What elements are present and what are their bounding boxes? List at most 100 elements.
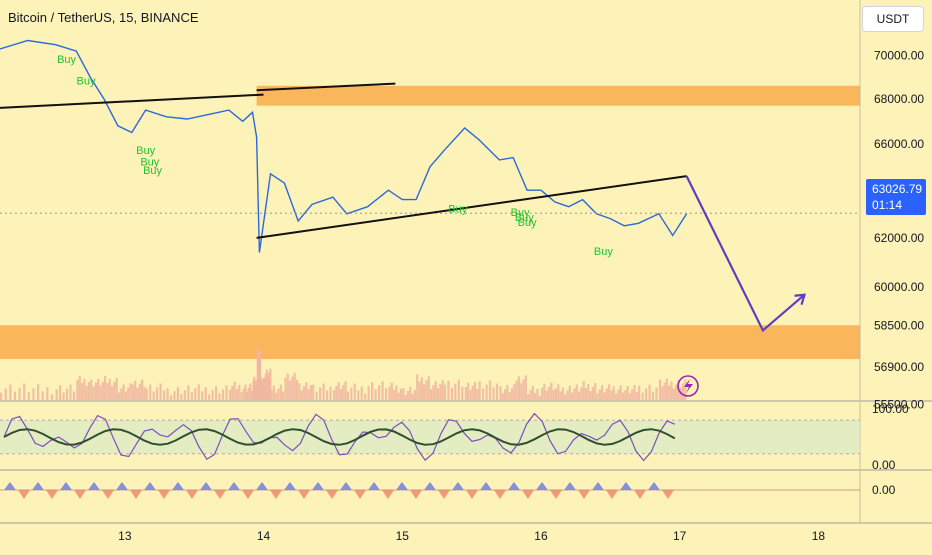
volume-bar [589, 391, 592, 400]
volume-bar [265, 369, 269, 400]
volume-bar [388, 386, 391, 400]
volume-bar [263, 377, 266, 400]
volume-bar [374, 389, 377, 400]
stoch-band [0, 420, 860, 454]
volume-bar [288, 380, 292, 400]
volume-bar [211, 390, 214, 400]
volume-bar [447, 380, 450, 400]
volume-bar [325, 390, 329, 400]
osc-down-marker [46, 490, 58, 499]
osc-up-marker [424, 482, 436, 490]
volume-bar [94, 382, 97, 400]
osc-down-marker [466, 490, 478, 499]
volume-bar [143, 386, 146, 400]
volume-bar [267, 376, 270, 400]
volume-bar [577, 391, 581, 400]
volume-bar [124, 391, 128, 400]
volume-bar [536, 389, 539, 400]
stoch-k-line [3, 412, 676, 462]
osc-down-marker [354, 490, 366, 499]
osc-tick-label: 0.00 [872, 483, 896, 497]
volume-bar [416, 374, 419, 400]
volume-bar [76, 380, 79, 400]
volume-bar [302, 386, 306, 400]
volume-bar [538, 396, 541, 400]
volume-bar [413, 390, 417, 400]
volume-bar [384, 388, 388, 400]
currency-button[interactable]: USDT [862, 6, 924, 32]
volume-bar [395, 385, 398, 400]
volume-bar [399, 388, 403, 400]
volume-bar [307, 389, 310, 400]
osc-up-marker [116, 482, 128, 490]
volume-bar [249, 383, 252, 400]
osc-up-marker [144, 482, 156, 490]
volume-bar [250, 390, 254, 400]
volume-bar [295, 379, 299, 400]
volume-bar [466, 382, 470, 400]
volume-bar [605, 388, 608, 400]
volume-bar [329, 386, 332, 400]
volume-bar [367, 386, 370, 400]
volume-bar [23, 383, 26, 400]
projection-arrowhead [794, 293, 807, 306]
volume-bar [478, 381, 481, 400]
volume-bar [190, 392, 193, 400]
volume-bar [145, 388, 148, 400]
volume-bar [187, 385, 190, 400]
volume-bar [344, 381, 347, 400]
volume-bar [169, 395, 173, 400]
volume-bar [547, 386, 551, 400]
volume-bar [138, 383, 141, 400]
volume-bar [55, 389, 58, 400]
last-price-value: 63026.79 [872, 182, 923, 196]
resistance-zone [256, 85, 860, 106]
volume-bar [83, 379, 86, 400]
volume-bar [575, 384, 578, 400]
buy-signal-label: Buy [448, 204, 467, 216]
y-tick-label: 60000.00 [874, 280, 924, 294]
last-price-badge: 63026.79 01:14 [866, 179, 926, 215]
osc-up-marker [4, 482, 16, 490]
volume-bar [272, 385, 275, 400]
volume-bar [357, 390, 360, 400]
volume-bar [141, 379, 144, 400]
volume-bar [409, 387, 412, 400]
volume-bar [561, 387, 564, 400]
volume-bar [309, 385, 312, 400]
volume-bar [450, 387, 454, 400]
volume-bar [18, 387, 21, 400]
volume-bar [221, 389, 225, 400]
volume-bar [32, 388, 35, 400]
volume-bar [50, 394, 54, 400]
osc-down-marker [662, 490, 674, 499]
volume-bar [152, 391, 155, 400]
volume-bar [315, 391, 318, 400]
volume-bar [545, 390, 548, 400]
volume-bar [162, 390, 166, 400]
volume-bar [176, 387, 180, 400]
volume-bar [529, 390, 532, 400]
lightning-icon-bolt [684, 379, 693, 393]
osc-down-marker [326, 490, 338, 499]
osc-down-marker [158, 490, 170, 499]
volume-bar [503, 389, 507, 400]
symbol-title[interactable]: Bitcoin / TetherUS, 15, BINANCE [8, 10, 199, 25]
volume-bar [136, 387, 139, 400]
volume-bar [598, 389, 601, 400]
volume-bar [517, 376, 521, 400]
volume-bar [371, 382, 374, 400]
volume-bar [568, 385, 571, 400]
volume-bar [631, 389, 634, 400]
volume-bar [218, 393, 221, 400]
osc-down-marker [102, 490, 114, 499]
volume-bar [591, 387, 595, 400]
x-tick-label: 18 [812, 529, 826, 543]
volume-bar [235, 388, 239, 400]
osc-down-marker [410, 490, 422, 499]
volume-bar [41, 391, 44, 400]
osc-down-marker [74, 490, 86, 499]
volume-bar [603, 392, 606, 400]
